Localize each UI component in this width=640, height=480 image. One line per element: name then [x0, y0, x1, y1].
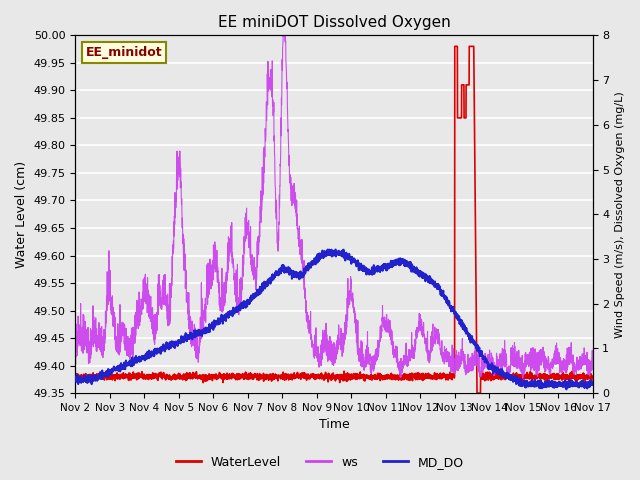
MD_DO	[332, 247, 339, 252]
WaterLevel	[161, 375, 169, 381]
ws	[279, 33, 287, 38]
MD_DO	[161, 347, 169, 352]
ws	[589, 351, 596, 357]
MD_DO	[579, 378, 587, 384]
MD_DO	[589, 381, 596, 386]
Y-axis label: Wind Speed (m/s), Dissolved Oxygen (mg/L): Wind Speed (m/s), Dissolved Oxygen (mg/L…	[615, 91, 625, 337]
ws	[579, 354, 587, 360]
Text: EE_minidot: EE_minidot	[86, 46, 163, 59]
MD_DO	[270, 274, 278, 280]
ws	[72, 351, 79, 357]
MD_DO	[563, 386, 570, 392]
X-axis label: Time: Time	[319, 419, 349, 432]
WaterLevel	[270, 372, 278, 377]
MD_DO	[292, 270, 300, 276]
ws	[292, 214, 300, 219]
ws	[131, 331, 138, 336]
ws	[524, 358, 531, 363]
Y-axis label: Water Level (cm): Water Level (cm)	[15, 161, 28, 268]
ws	[161, 272, 169, 277]
WaterLevel	[131, 374, 138, 380]
MD_DO	[523, 382, 531, 387]
MD_DO	[131, 359, 138, 364]
WaterLevel	[524, 370, 531, 375]
WaterLevel	[589, 374, 596, 380]
MD_DO	[72, 378, 79, 384]
Line: WaterLevel: WaterLevel	[76, 47, 593, 393]
ws	[270, 109, 278, 115]
Line: MD_DO: MD_DO	[76, 250, 593, 389]
ws	[504, 376, 512, 382]
WaterLevel	[292, 375, 300, 381]
WaterLevel	[72, 373, 79, 379]
WaterLevel	[579, 372, 587, 378]
WaterLevel	[451, 44, 459, 49]
Line: ws: ws	[76, 36, 593, 379]
WaterLevel	[473, 390, 481, 396]
Title: EE miniDOT Dissolved Oxygen: EE miniDOT Dissolved Oxygen	[218, 15, 451, 30]
Legend: WaterLevel, ws, MD_DO: WaterLevel, ws, MD_DO	[171, 451, 469, 474]
